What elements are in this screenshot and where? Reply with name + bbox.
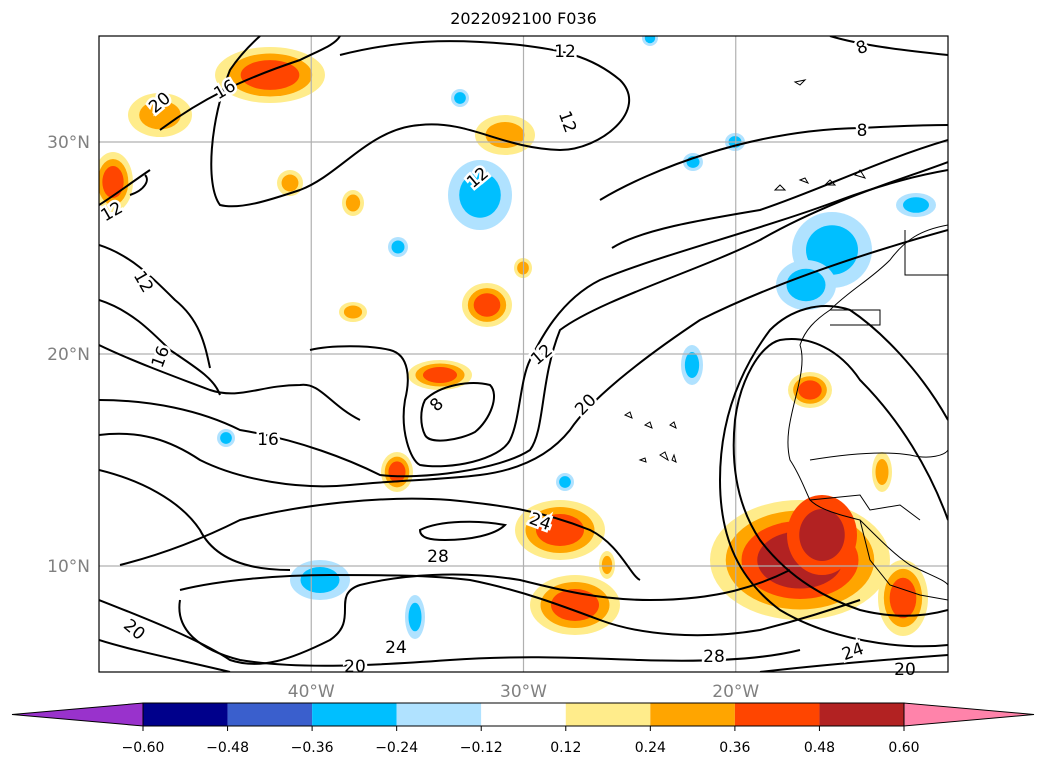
contour-label: 8 [426, 394, 448, 416]
colorbar-segment [565, 703, 651, 726]
colorbar-tick-label: −0.60 [122, 740, 165, 756]
colorbar-segment [819, 703, 904, 726]
y-tick-label: 20°N [47, 345, 90, 365]
colorbar-segment [143, 703, 228, 726]
shaded-cell [240, 60, 300, 90]
colorbar-tick-label: 0.12 [550, 740, 581, 756]
chart-title: 2022092100 F036 [450, 9, 597, 28]
shaded-cell [903, 197, 929, 213]
shaded-cell [281, 174, 299, 192]
shaded-cell [798, 380, 822, 400]
shaded-cell [422, 367, 458, 383]
shaded-cell [889, 577, 917, 619]
contour-label: 8 [857, 121, 868, 141]
y-axis-ticks: 10°N 20°N 30°N [47, 133, 90, 577]
contour-label: 20 [894, 660, 916, 680]
shaded-cell [300, 567, 340, 593]
colorbar-tick-label: 0.36 [719, 740, 750, 756]
colorbar-extend-high [903, 702, 1035, 727]
contour-label: 12 [554, 42, 576, 62]
contour-label: 28 [427, 547, 449, 567]
contour-label: 8 [853, 37, 870, 59]
shaded-cell [220, 432, 232, 444]
colorbar-segment [481, 703, 566, 726]
x-tick-label: 30°W [500, 682, 547, 702]
colorbar-tick-label: −0.12 [460, 740, 503, 756]
colorbar-tick-label: 0.24 [635, 740, 666, 756]
shaded-cell [601, 555, 613, 575]
x-axis-ticks: 40°W 30°W 20°W [288, 682, 760, 702]
shaded-cell [551, 589, 599, 621]
shaded-cell [473, 293, 501, 317]
x-tick-label: 20°W [712, 682, 759, 702]
shaded-cell [408, 602, 422, 632]
contour-label: 20 [571, 390, 600, 419]
contour-label: 16 [257, 430, 279, 450]
colorbar-extend-low [11, 702, 144, 727]
shaded-cell [391, 240, 405, 254]
shaded-cell [875, 459, 889, 485]
colorbar-segment [312, 703, 397, 726]
shaded-cell [559, 476, 571, 488]
contour-lines [99, 36, 948, 672]
contour-label: 24 [385, 638, 407, 658]
shaded-cell [388, 461, 406, 483]
colorbar-tick-label: −0.24 [375, 740, 418, 756]
colorbar-tick-label: 0.60 [888, 740, 919, 756]
shaded-cell [459, 172, 501, 218]
colorbar-frame [142, 702, 905, 727]
colorbar: −0.60 −0.48 −0.36 −0.24 −0.12 0.12 0.24 0.36 0.4… [11, 702, 1035, 756]
y-tick-label: 10°N [47, 557, 90, 577]
contour-label: 28 [703, 647, 725, 667]
shaded-cell [345, 194, 361, 212]
contour-label: 20 [344, 657, 366, 677]
shaded-cell [536, 514, 584, 546]
shaded-cell [343, 305, 363, 319]
colorbar-tick-label: −0.36 [291, 740, 334, 756]
shaded-field [99, 36, 936, 639]
shaded-cell [786, 268, 826, 302]
shaded-cell [684, 352, 700, 378]
colorbar-tick-label: −0.48 [206, 740, 249, 756]
shaded-cell [799, 509, 845, 561]
map-frame [98, 35, 949, 673]
colorbar-tick-label: 0.48 [804, 740, 835, 756]
colorbar-segment [650, 703, 735, 726]
coastlines [623, 79, 948, 601]
contour-label: 20 [119, 615, 148, 644]
contour-label: 16 [148, 343, 174, 370]
shaded-cell [102, 166, 124, 198]
colorbar-segment [227, 703, 313, 726]
graticule [99, 36, 948, 672]
shaded-cell [454, 92, 466, 104]
shaded-cell [644, 36, 656, 44]
y-tick-label: 30°N [47, 133, 90, 153]
colorbar-segment [396, 703, 482, 726]
contour-label: 12 [554, 108, 580, 135]
contour-label: 12 [527, 340, 556, 369]
colorbar-segment [734, 703, 820, 726]
x-tick-label: 40°W [288, 682, 335, 702]
contour-label: 12 [129, 268, 157, 297]
